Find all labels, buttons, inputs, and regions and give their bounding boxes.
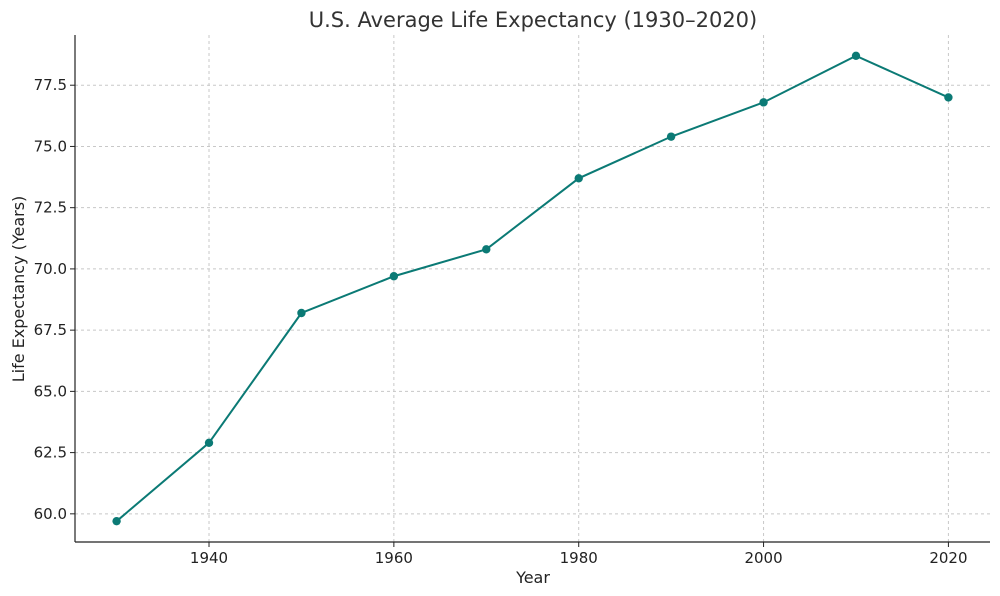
x-axis-label: Year [515,568,550,587]
data-point-2020 [944,93,953,102]
data-series [112,51,953,526]
x-tick-label: 2020 [929,549,967,567]
data-point-2010 [851,51,861,61]
data-point-1940 [204,438,214,448]
data-point-1950 [297,308,306,318]
x-tick-label: 1960 [375,549,413,567]
axis-ticks: 1940 1960 1980 2000 2020 60.0 62.5 65.0 67.5 70.0… [34,76,968,567]
y-tick-label: 65.0 [34,382,67,400]
y-tick-label: 62.5 [34,444,67,462]
y-tick-label: 72.5 [34,199,67,217]
data-point-2000 [759,98,768,107]
data-point-1960 [389,272,399,281]
series-line [115,54,949,522]
y-tick-label: 60.0 [34,505,67,523]
x-tick-label: 1980 [560,549,598,567]
axis-spines [74,35,990,543]
chart-title: U.S. Average Life Expectancy (1930–2020) [309,8,758,32]
x-tick-label: 1940 [190,549,228,567]
y-tick-label: 77.5 [34,76,67,94]
y-tick-label: 67.5 [34,321,67,339]
data-point-1930 [112,516,121,526]
y-axis-label: Life Expectancy (Years) [9,196,28,383]
y-tick-label: 70.0 [34,260,67,278]
y-tick-label: 75.0 [34,137,67,155]
data-point-1990 [666,132,676,141]
x-tick-label: 2000 [744,549,782,567]
data-point-1970 [482,245,491,254]
data-point-1980 [574,174,583,183]
grid-lines [75,35,990,542]
